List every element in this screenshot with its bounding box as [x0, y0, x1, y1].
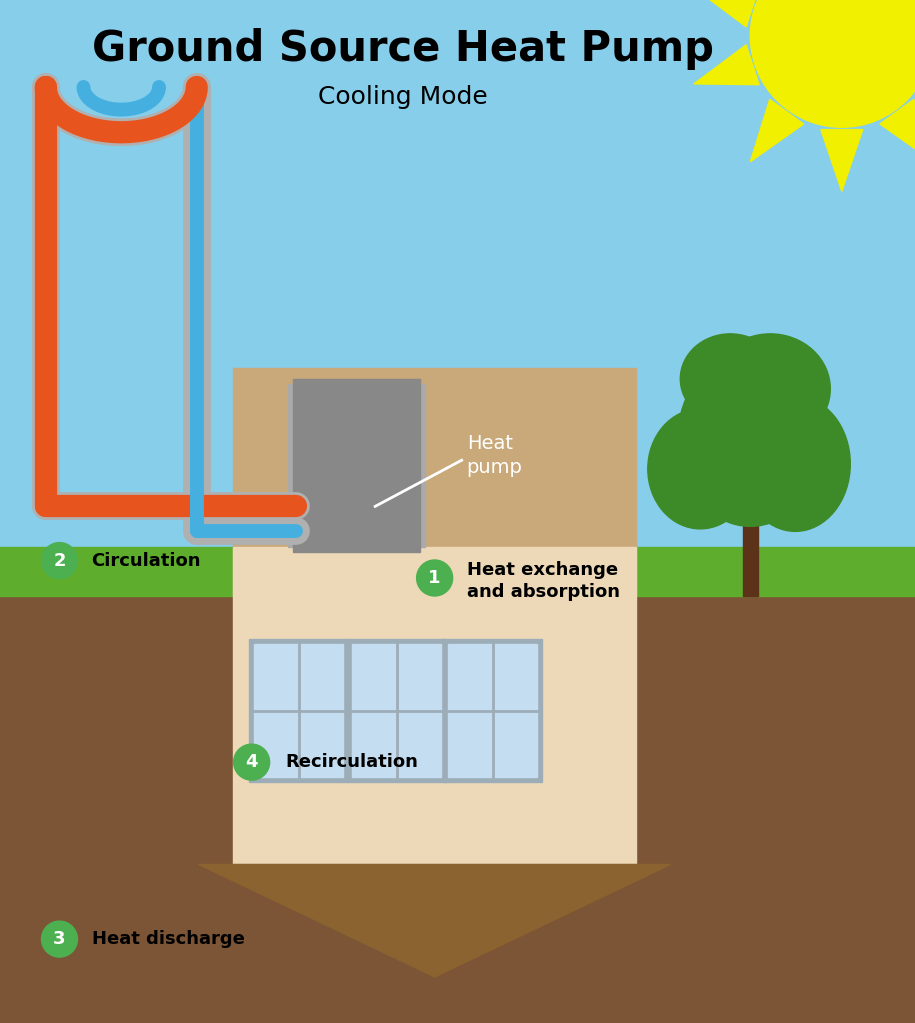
Polygon shape	[750, 99, 803, 162]
Text: pump: pump	[467, 457, 522, 477]
Text: Heat discharge: Heat discharge	[92, 930, 244, 948]
Ellipse shape	[740, 396, 850, 531]
Ellipse shape	[680, 333, 780, 424]
Text: 1: 1	[428, 569, 441, 587]
Bar	[348, 639, 446, 783]
Text: 3: 3	[53, 930, 66, 948]
Polygon shape	[199, 864, 671, 977]
Text: Heat: Heat	[467, 434, 512, 453]
Circle shape	[750, 0, 915, 127]
Polygon shape	[821, 130, 863, 191]
Text: and absorption: and absorption	[467, 583, 619, 601]
Ellipse shape	[678, 351, 823, 527]
Text: 4: 4	[245, 753, 258, 771]
Bar	[288, 384, 425, 547]
Bar	[352, 644, 441, 777]
Bar	[254, 644, 343, 777]
Text: Circulation: Circulation	[92, 551, 201, 570]
Bar	[293, 379, 421, 552]
Text: Heat exchange: Heat exchange	[467, 561, 618, 579]
Circle shape	[416, 560, 453, 596]
Ellipse shape	[710, 333, 830, 444]
Bar	[233, 368, 636, 596]
Text: Ground Source Heat Pump: Ground Source Heat Pump	[92, 28, 714, 71]
Text: Recirculation: Recirculation	[285, 753, 418, 771]
Text: Cooling Mode: Cooling Mode	[318, 85, 488, 109]
Bar	[233, 547, 636, 864]
Bar	[448, 644, 537, 777]
Ellipse shape	[648, 409, 753, 529]
Bar	[250, 639, 348, 783]
Bar	[0, 596, 915, 1023]
Bar	[743, 371, 758, 596]
Polygon shape	[694, 45, 759, 85]
Bar	[0, 547, 915, 596]
Bar	[0, 0, 915, 547]
Circle shape	[233, 744, 270, 781]
Text: 2: 2	[53, 551, 66, 570]
Polygon shape	[694, 0, 759, 27]
Polygon shape	[880, 99, 915, 162]
Bar	[444, 639, 542, 783]
Circle shape	[41, 542, 78, 579]
Circle shape	[41, 921, 78, 958]
